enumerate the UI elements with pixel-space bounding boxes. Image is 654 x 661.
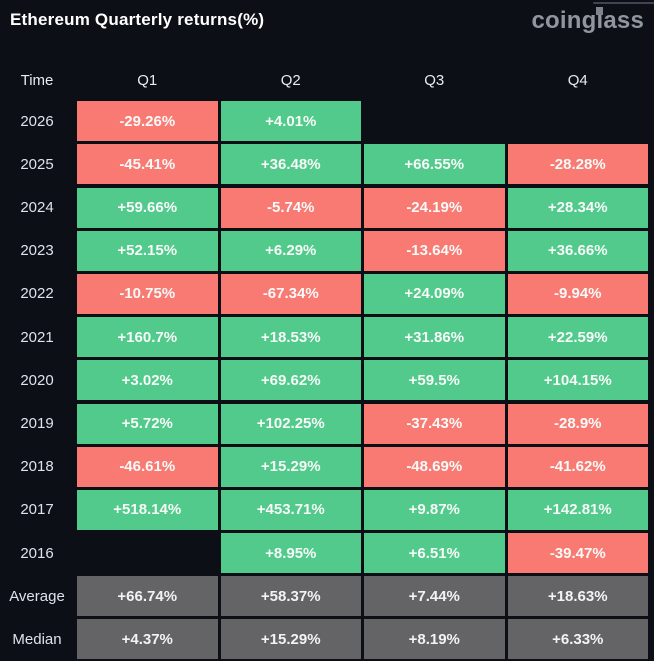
table-cell-2021-q3: +31.86% bbox=[364, 317, 505, 358]
table-cell-2016-q3: +6.51% bbox=[364, 533, 505, 574]
table-cell-2026-q2: +4.01% bbox=[220, 101, 361, 142]
table-cell-2024-q3: -24.19% bbox=[364, 187, 505, 228]
table-cell-2022-q2: -67.34% bbox=[220, 273, 361, 314]
table-cell-2021-q2: +18.53% bbox=[220, 317, 361, 358]
table-cell-2026-q3 bbox=[364, 101, 505, 141]
table-cell-2016-q4: -39.47% bbox=[507, 533, 648, 574]
table-cell-2024-q2: -5.74% bbox=[220, 187, 361, 228]
column-header-time: Time bbox=[20, 71, 54, 89]
table-cell-2018-q1: -46.61% bbox=[77, 446, 218, 487]
row-label-2023: 2023 bbox=[20, 242, 54, 260]
table-cell-2025-q3: +66.55% bbox=[364, 144, 505, 185]
table-cell-2017-q4: +142.81% bbox=[507, 489, 648, 530]
table-cell-median-q2: +15.29% bbox=[220, 619, 361, 660]
table-cell-2023-q4: +36.66% bbox=[507, 230, 648, 271]
column-header-q2: Q2 bbox=[280, 71, 301, 89]
table-cell-2018-q4: -41.62% bbox=[507, 446, 648, 487]
table-cell-2023-q1: +52.15% bbox=[77, 230, 218, 271]
table-cell-2022-q3: +24.09% bbox=[364, 273, 505, 314]
table-cell-2023-q3: -13.64% bbox=[364, 230, 505, 271]
table-cell-2020-q4: +104.15% bbox=[507, 360, 648, 401]
row-label-2018: 2018 bbox=[20, 458, 54, 476]
table-cell-average-q4: +18.63% bbox=[507, 576, 648, 617]
table-cell-2025-q4: -28.28% bbox=[507, 144, 648, 185]
table-cell-2026-q1: -29.26% bbox=[77, 101, 218, 142]
table-cell-2026-q4 bbox=[508, 101, 649, 141]
table-cell-2017-q1: +518.14% bbox=[77, 489, 218, 530]
table-cell-2023-q2: +6.29% bbox=[220, 230, 361, 271]
table-cell-2020-q2: +69.62% bbox=[220, 360, 361, 401]
column-header-q1: Q1 bbox=[137, 71, 158, 89]
column-header-q4: Q4 bbox=[567, 71, 588, 89]
table-cell-2025-q2: +36.48% bbox=[220, 144, 361, 185]
table-cell-average-q1: +66.74% bbox=[77, 576, 218, 617]
table-cell-2017-q3: +9.87% bbox=[364, 489, 505, 530]
title-bar: Ethereum Quarterly returns(%) coinglass bbox=[0, 0, 654, 44]
table-cell-2019-q3: -37.43% bbox=[364, 403, 505, 444]
table-cell-2022-q4: -9.94% bbox=[507, 273, 648, 314]
row-label-average: Average bbox=[9, 587, 65, 605]
table-cell-2018-q2: +15.29% bbox=[220, 446, 361, 487]
table-cell-2016-q1 bbox=[77, 533, 218, 573]
table-cell-average-q3: +7.44% bbox=[364, 576, 505, 617]
row-label-2025: 2025 bbox=[20, 155, 54, 173]
coinglass-logo: coinglass bbox=[531, 7, 644, 34]
table-cell-2021-q1: +160.7% bbox=[77, 317, 218, 358]
table-cell-2024-q4: +28.34% bbox=[507, 187, 648, 228]
table-cell-2016-q2: +8.95% bbox=[220, 533, 361, 574]
table-cell-2022-q1: -10.75% bbox=[77, 273, 218, 314]
row-label-2019: 2019 bbox=[20, 415, 54, 432]
table-cell-2019-q4: -28.9% bbox=[507, 403, 648, 444]
column-header-q3: Q3 bbox=[424, 71, 445, 89]
row-label-2016: 2016 bbox=[20, 544, 54, 562]
table-cell-2019-q1: +5.72% bbox=[77, 403, 218, 444]
table-cell-median-q4: +6.33% bbox=[507, 619, 648, 660]
table-cell-2025-q1: -45.41% bbox=[77, 144, 218, 185]
top-edge-artifact-square bbox=[596, 7, 603, 15]
table-cell-2020-q1: +3.02% bbox=[77, 360, 218, 401]
table-cell-average-q2: +58.37% bbox=[220, 576, 361, 617]
row-label-median: Median bbox=[12, 630, 62, 648]
table-cell-median-q3: +8.19% bbox=[364, 619, 505, 660]
row-label-2024: 2024 bbox=[20, 199, 54, 217]
page-title: Ethereum Quarterly returns(%) bbox=[10, 10, 265, 29]
quarterly-returns-table: Time Q1 Q2 Q3 Q4 2026 -29.26% +4.01% 2025 -45.41%… bbox=[0, 62, 649, 660]
row-label-2021: 2021 bbox=[20, 328, 54, 346]
table-cell-2019-q2: +102.25% bbox=[220, 403, 361, 444]
table-cell-2018-q3: -48.69% bbox=[364, 446, 505, 487]
row-label-2017: 2017 bbox=[20, 501, 54, 519]
table-cell-2024-q1: +59.66% bbox=[77, 187, 218, 228]
row-label-2022: 2022 bbox=[20, 285, 54, 303]
table-cell-2020-q3: +59.5% bbox=[364, 360, 505, 401]
top-edge-artifact-line bbox=[593, 2, 654, 4]
table-cell-median-q1: +4.37% bbox=[77, 619, 218, 660]
row-label-2020: 2020 bbox=[20, 371, 54, 389]
table-cell-2021-q4: +22.59% bbox=[507, 317, 648, 358]
table-cell-2017-q2: +453.71% bbox=[220, 489, 361, 530]
row-label-2026: 2026 bbox=[20, 112, 54, 130]
